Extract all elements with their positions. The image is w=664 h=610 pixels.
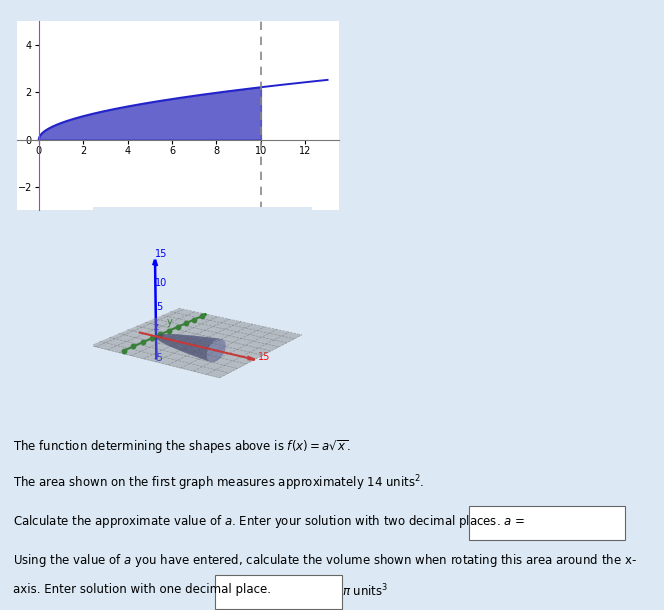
Text: $\pi$ units$^3$: $\pi$ units$^3$ xyxy=(342,583,388,600)
Text: The area shown on the first graph measures approximately 14 units$^2$.: The area shown on the first graph measur… xyxy=(13,473,424,493)
Text: Calculate the approximate value of $a$. Enter your solution with two decimal pla: Calculate the approximate value of $a$. … xyxy=(13,514,525,531)
Text: axis. Enter solution with one decimal place.: axis. Enter solution with one decimal pl… xyxy=(13,583,271,596)
FancyBboxPatch shape xyxy=(215,575,342,609)
FancyBboxPatch shape xyxy=(469,506,625,540)
Text: Using the value of $a$ you have entered, calculate the volume shown when rotatin: Using the value of $a$ you have entered,… xyxy=(13,551,637,569)
Text: The function determining the shapes above is $f(x) = a\sqrt{x}$.: The function determining the shapes abov… xyxy=(13,439,351,456)
